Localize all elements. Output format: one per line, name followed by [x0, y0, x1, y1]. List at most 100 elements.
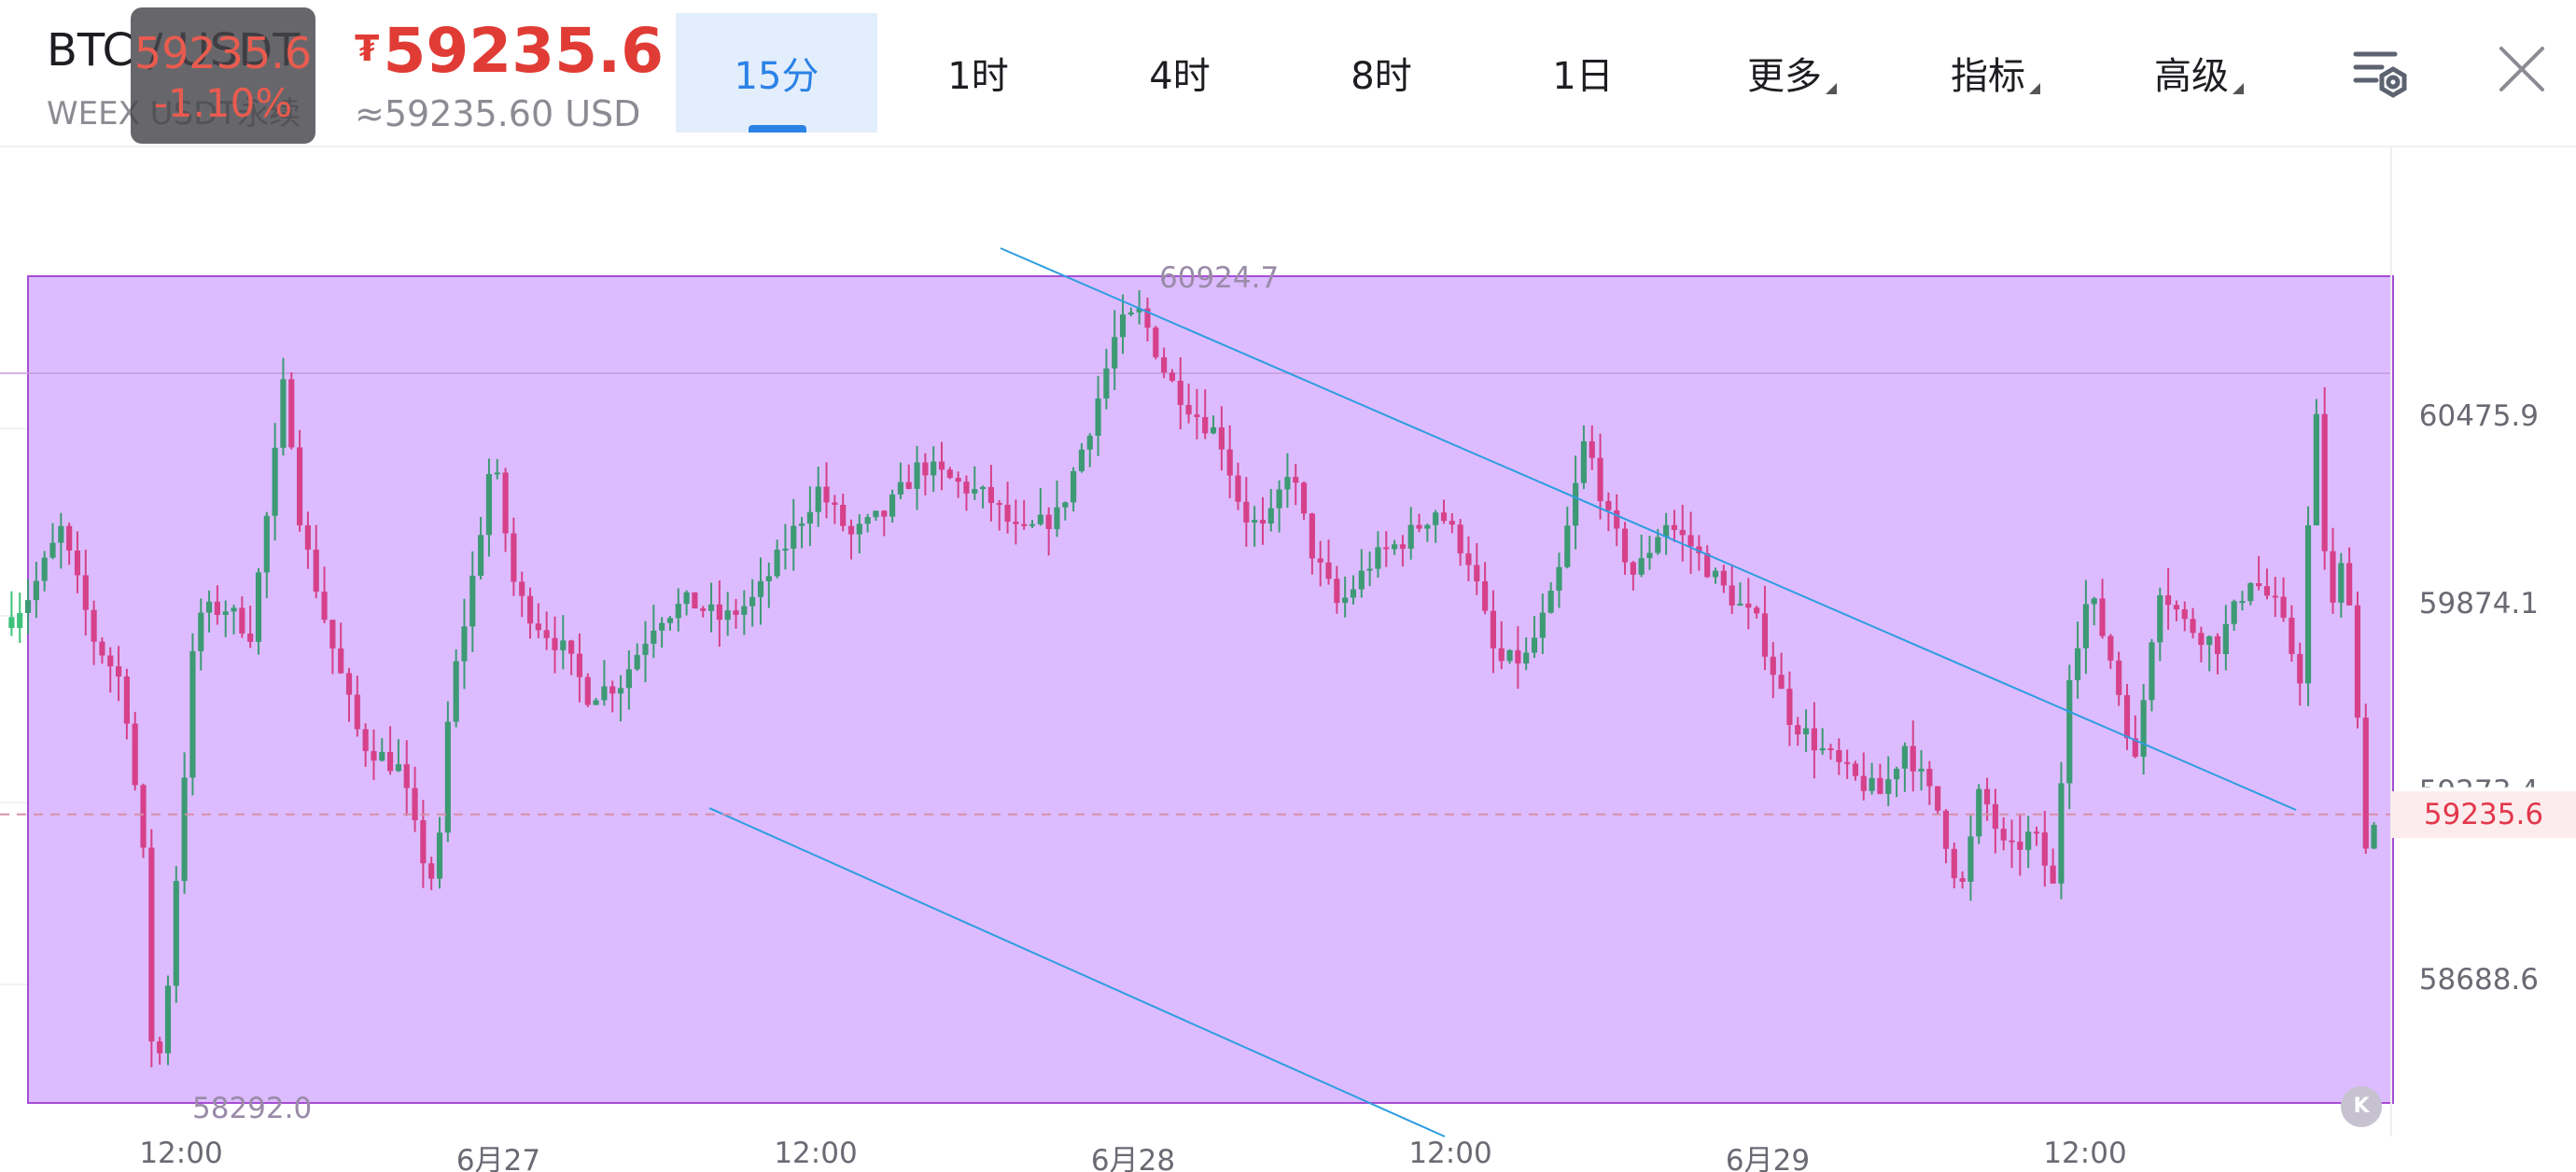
candle-body — [1276, 489, 1282, 509]
candle-body — [1300, 482, 1308, 514]
x-tick: 6月28 — [1090, 1144, 1176, 1172]
candle-body — [1951, 848, 1957, 879]
candle-body — [1564, 525, 1571, 567]
candle-body — [1663, 524, 1670, 537]
candle-body — [1655, 537, 1661, 553]
x-tick: 6月29 — [1725, 1144, 1811, 1172]
tab-4h[interactable]: 4时 — [1079, 13, 1281, 133]
high-price-label: 60924.7 — [1159, 261, 1280, 295]
candle-body — [49, 542, 56, 558]
candle-body — [1153, 328, 1159, 357]
kline-chart[interactable]: 60475.9 59874.1 59273.4 58688.6 59235.6 … — [0, 147, 2576, 1172]
candle-body — [1449, 521, 1455, 525]
candle-body — [263, 515, 270, 573]
tab-label: 1日 — [1552, 55, 1614, 98]
candlestick-plot[interactable] — [0, 147, 2576, 1172]
candle-body — [1630, 562, 1636, 575]
candle-body — [2173, 605, 2180, 610]
candle-body — [453, 661, 459, 722]
tab-15min[interactable]: 15分 — [676, 13, 877, 133]
candle-body — [1136, 308, 1142, 313]
candle-body — [1144, 308, 1151, 328]
candle-body — [832, 502, 838, 505]
candle-body — [478, 535, 484, 576]
candle-body — [2321, 413, 2328, 551]
candle-body — [1317, 558, 1323, 563]
candle-body — [428, 863, 435, 879]
candle-body — [1885, 779, 1892, 794]
header-bar: BTC / USDT WEEX USDT永续 59235.6 -1.10% ₮5… — [0, 0, 2576, 147]
tab-1d[interactable]: 1日 — [1482, 13, 1684, 133]
candle-body — [1877, 777, 1883, 794]
tab-1h[interactable]: 1时 — [877, 13, 1079, 133]
candle-body — [2116, 660, 2122, 695]
candle-body — [2123, 694, 2131, 739]
candle-body — [931, 461, 937, 476]
candle-body — [1935, 786, 1941, 811]
candle-body — [1786, 689, 1793, 725]
candle-body — [1169, 372, 1176, 382]
candle-body — [1910, 746, 1916, 772]
chart-settings-icon[interactable] — [2352, 45, 2410, 103]
candle-body — [354, 694, 360, 730]
trendline-upper[interactable] — [1000, 247, 2297, 811]
candle-body — [2338, 563, 2345, 603]
candle-body — [1037, 514, 1043, 524]
tab-label: 4时 — [1149, 55, 1211, 98]
selection-box[interactable] — [27, 275, 2394, 1104]
x-tick: 12:00 — [2043, 1137, 2127, 1170]
y-tick: 59874.1 — [2418, 587, 2539, 621]
x-tick: 6月27 — [455, 1144, 541, 1172]
candle-body — [1029, 523, 1036, 526]
candle-body — [938, 461, 945, 470]
candle-body — [692, 592, 698, 608]
candle-body — [1309, 513, 1315, 559]
candle-body — [91, 609, 97, 642]
candle-body — [511, 533, 517, 582]
candle-body — [198, 612, 204, 651]
candle-body — [1646, 552, 1653, 559]
candle-body — [379, 751, 385, 761]
candle-body — [345, 673, 353, 695]
candle-body — [1679, 529, 1686, 536]
candle-body — [856, 523, 862, 535]
tab-advanced[interactable]: 高级 — [2098, 13, 2300, 133]
candle-body — [733, 610, 739, 615]
candle-body — [1071, 470, 1077, 503]
candle-body — [2190, 619, 2196, 634]
candle-body — [1325, 562, 1332, 579]
candle-body — [1465, 553, 1472, 565]
candle-body — [1375, 547, 1381, 569]
candle-body — [1959, 878, 1966, 882]
candle-body — [2033, 831, 2040, 834]
candle-body — [502, 472, 509, 534]
candle-body — [24, 600, 32, 613]
x-tick: 12:00 — [139, 1137, 223, 1170]
candle-body — [905, 481, 912, 489]
candle-body — [329, 620, 336, 649]
reset-view-button[interactable]: K — [2341, 1086, 2382, 1127]
candle-body — [140, 785, 147, 848]
tab-8h[interactable]: 8时 — [1281, 13, 1482, 133]
candle-body — [2346, 563, 2353, 606]
candle-body — [617, 688, 624, 694]
tab-more[interactable]: 更多 — [1691, 13, 1893, 133]
low-price-label: 58292.0 — [192, 1092, 313, 1125]
tab-indicators[interactable]: 指标 — [1895, 13, 2096, 133]
candle-body — [173, 881, 179, 986]
candle-body — [1416, 524, 1422, 529]
candle-body — [840, 504, 847, 526]
candle-body — [1366, 568, 1373, 571]
trendline-lower[interactable] — [708, 807, 1446, 1137]
candle-body — [1836, 749, 1842, 762]
dropdown-corner-icon — [2029, 83, 2040, 94]
candle-body — [1893, 768, 1900, 780]
candle-body — [1605, 500, 1612, 510]
close-icon[interactable] — [2498, 45, 2546, 93]
candle-body — [1992, 803, 1998, 830]
candle-body — [1342, 597, 1349, 604]
candle-body — [1226, 449, 1233, 476]
candle-body — [1161, 356, 1168, 373]
candle-body — [765, 576, 772, 581]
